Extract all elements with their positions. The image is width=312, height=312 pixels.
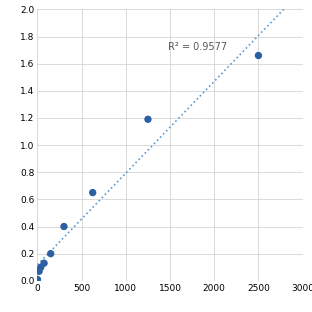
Point [145,117,150,122]
Point [48,251,53,256]
Point [41,261,46,266]
Point [90,190,95,195]
Point [37,269,41,274]
Text: R² = 0.9577: R² = 0.9577 [168,42,227,52]
Point [256,53,261,58]
Point [35,277,40,282]
Point [61,224,66,229]
Point [38,265,43,270]
